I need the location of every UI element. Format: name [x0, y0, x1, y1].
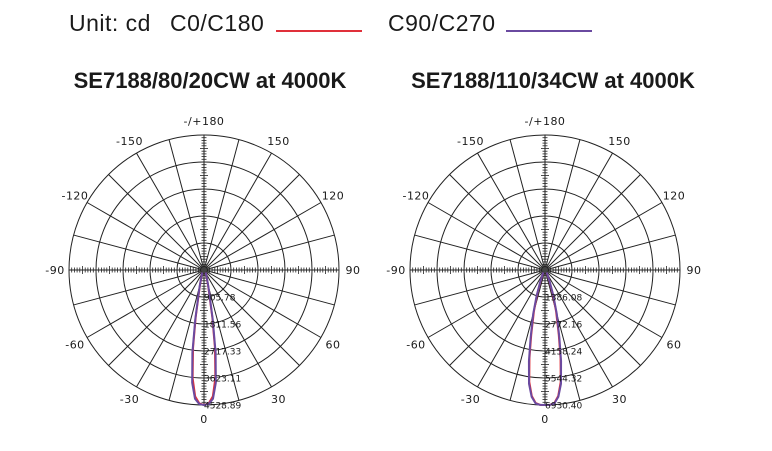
polar-chart-right: -/+180 150 120 90 60 30 0 -30 -60 -90 -120 -150 1386…: [386, 115, 702, 426]
grid-spoke: [449, 174, 546, 271]
angle-label: 90: [346, 264, 361, 277]
grid-spoke: [73, 234, 205, 271]
angle-label: -150: [457, 135, 484, 148]
legend-c0-swatch: [276, 30, 362, 32]
radial-value-label: 905.78: [204, 294, 236, 304]
grid-spoke: [108, 269, 205, 366]
angle-label: -150: [116, 135, 143, 148]
grid-spoke: [544, 269, 613, 388]
series-line-c90-c270: [191, 269, 217, 406]
radial-value-label: 3623.11: [204, 375, 241, 385]
chart-title-left: SE7188/80/20CW at 4000K: [73, 68, 347, 93]
angle-label: 60: [326, 339, 341, 352]
series-line-c90-c270: [527, 269, 563, 406]
angle-label: -60: [406, 339, 425, 352]
radial-value-label: 2772.16: [545, 321, 582, 331]
grid-spoke: [427, 202, 546, 271]
grid-spoke: [414, 269, 546, 306]
grid-spoke: [544, 234, 676, 271]
angle-label: -90: [386, 264, 405, 277]
grid-spoke: [108, 174, 205, 271]
polar-grid: [409, 134, 681, 406]
grid-spoke: [86, 202, 205, 271]
grid-spoke: [544, 269, 663, 338]
radial-value-label: 2717.33: [204, 348, 241, 358]
angle-label: 0: [200, 413, 208, 426]
grid-spoke: [477, 152, 546, 271]
angle-label: 0: [541, 413, 549, 426]
grid-spoke: [544, 152, 613, 271]
grid-spoke: [168, 139, 205, 271]
angle-label: -30: [461, 393, 480, 406]
angle-label: -120: [61, 190, 88, 203]
grid-spoke: [203, 202, 322, 271]
angle-label: 30: [271, 393, 286, 406]
grid-spoke: [86, 269, 205, 338]
grid-spoke: [203, 269, 322, 338]
angle-label: 150: [267, 135, 290, 148]
grid-spoke: [203, 152, 272, 271]
grid-spoke: [203, 269, 272, 388]
grid-spoke: [203, 174, 300, 271]
radial-value-label: 5544.32: [545, 375, 582, 385]
angle-label: -60: [65, 339, 84, 352]
axis-ticks: [71, 137, 337, 403]
angle-label: -/+180: [525, 115, 566, 128]
grid-spoke: [136, 269, 205, 388]
legend-c90-label: C90/C270: [388, 10, 496, 36]
grid-spoke: [73, 269, 205, 306]
angle-label: -30: [120, 393, 139, 406]
grid-spoke: [509, 269, 546, 401]
grid-spoke: [544, 269, 641, 366]
angle-label: -/+180: [184, 115, 225, 128]
radial-value-label: 6930.40: [545, 402, 582, 412]
angle-label: 90: [687, 264, 702, 277]
grid-spoke: [544, 269, 676, 306]
grid-spoke: [136, 152, 205, 271]
angle-label: -120: [402, 190, 429, 203]
radial-value-label: 4528.89: [204, 402, 241, 412]
angle-label: 150: [608, 135, 631, 148]
grid-spoke: [203, 139, 240, 271]
center-point: [542, 267, 548, 273]
grid-spoke: [544, 139, 581, 271]
unit-label: Unit: cd: [69, 10, 151, 36]
legend-c0-label: C0/C180: [170, 10, 265, 36]
polar-grid: [68, 134, 340, 406]
angle-label: 30: [612, 393, 627, 406]
radial-value-label: 1811.56: [204, 321, 241, 331]
angle-label: 120: [663, 190, 686, 203]
angle-label: 120: [322, 190, 345, 203]
legend-c90-swatch: [506, 30, 592, 32]
legend: Unit: cd C0/C180 C90/C270: [0, 0, 772, 48]
axis-ticks: [412, 137, 678, 403]
angle-label: -90: [45, 264, 64, 277]
chart-title-right: SE7188/110/34CW at 4000K: [411, 68, 695, 93]
grid-spoke: [414, 234, 546, 271]
grid-spoke: [203, 269, 335, 306]
angle-label: 60: [667, 339, 682, 352]
grid-spoke: [477, 269, 546, 388]
grid-spoke: [427, 269, 546, 338]
grid-spoke: [203, 234, 335, 271]
grid-spoke: [544, 174, 641, 271]
grid-spoke: [449, 269, 546, 366]
radial-value-label: 4158.24: [545, 348, 582, 358]
grid-spoke: [544, 202, 663, 271]
center-point: [201, 267, 207, 273]
polar-chart-left: -/+180 150 120 90 60 30 0 -30 -60 -90 -120 -150 905.…: [45, 115, 361, 426]
grid-spoke: [544, 269, 581, 401]
grid-spoke: [203, 269, 300, 366]
radial-value-label: 1386.08: [545, 294, 582, 304]
grid-spoke: [509, 139, 546, 271]
